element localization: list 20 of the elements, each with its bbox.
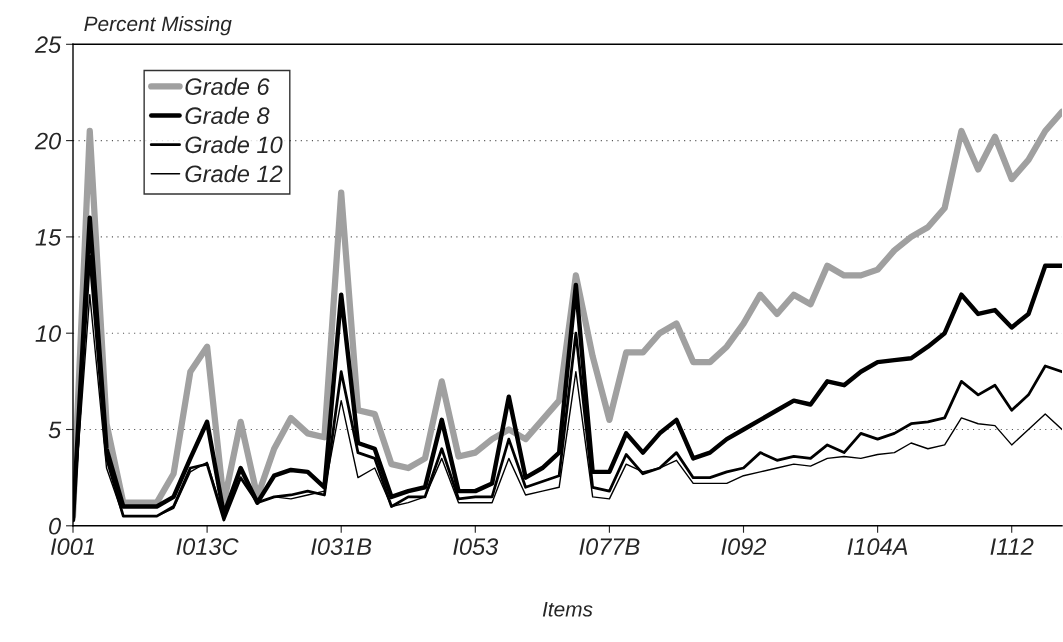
- y-tick-label: 20: [34, 132, 61, 150]
- y-tick-label: 5: [48, 421, 62, 439]
- x-tick-label: I092: [721, 538, 767, 555]
- x-tick-label: I013C: [176, 538, 239, 555]
- y-tick-label: 15: [35, 229, 62, 246]
- x-tick-label: I053: [453, 538, 499, 555]
- legend-label: Grade 8: [185, 106, 270, 125]
- y-tick-label: 25: [34, 36, 62, 54]
- x-tick-label: I104A: [847, 538, 908, 555]
- y-tick-label: 0: [49, 517, 61, 535]
- legend-label: Grade 10: [185, 135, 283, 154]
- x-tick-label: I031B: [311, 538, 372, 555]
- x-tick-label: I001: [50, 538, 94, 555]
- legend-label: Grade 12: [185, 164, 283, 183]
- x-tick-label: I112: [990, 538, 1034, 555]
- x-tick-label: I077B: [579, 538, 640, 555]
- x-axis-title: Items: [542, 602, 593, 617]
- chart-title: Percent Missing: [84, 15, 232, 36]
- y-tick-label: 10: [35, 325, 61, 342]
- legend-label: Grade 6: [185, 77, 270, 95]
